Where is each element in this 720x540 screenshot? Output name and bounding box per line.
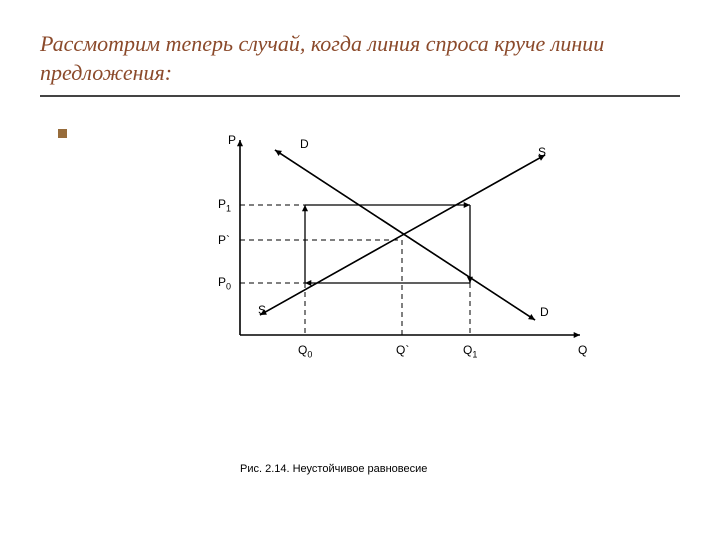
x-axis-label: Q bbox=[578, 343, 587, 357]
xtick-q1: Q1 bbox=[463, 343, 477, 359]
xtick-qstar: Q` bbox=[396, 343, 409, 357]
curve-label-s-bottom: S bbox=[258, 303, 266, 317]
page-title: Рассмотрим теперь случай, когда линия сп… bbox=[40, 30, 680, 87]
title-underline bbox=[40, 95, 680, 97]
curve-label-d-top: D bbox=[300, 137, 309, 151]
curve-label-d-bottom: D bbox=[540, 305, 549, 319]
ytick-p0: P0 bbox=[218, 275, 231, 291]
ytick-p1: P1 bbox=[218, 197, 231, 213]
diagram: P Q D S S D P1 P` P0 Q0 Q` Q1 bbox=[180, 125, 650, 445]
xtick-q0: Q0 bbox=[298, 343, 312, 359]
y-axis-label: P bbox=[228, 133, 236, 147]
slide-bullet bbox=[58, 129, 67, 138]
curve-label-s-top: S bbox=[538, 145, 546, 159]
ytick-pstar: P` bbox=[218, 233, 230, 247]
figure-caption: Рис. 2.14. Неустойчивое равновесие bbox=[240, 463, 680, 475]
diagram-svg bbox=[180, 125, 650, 375]
